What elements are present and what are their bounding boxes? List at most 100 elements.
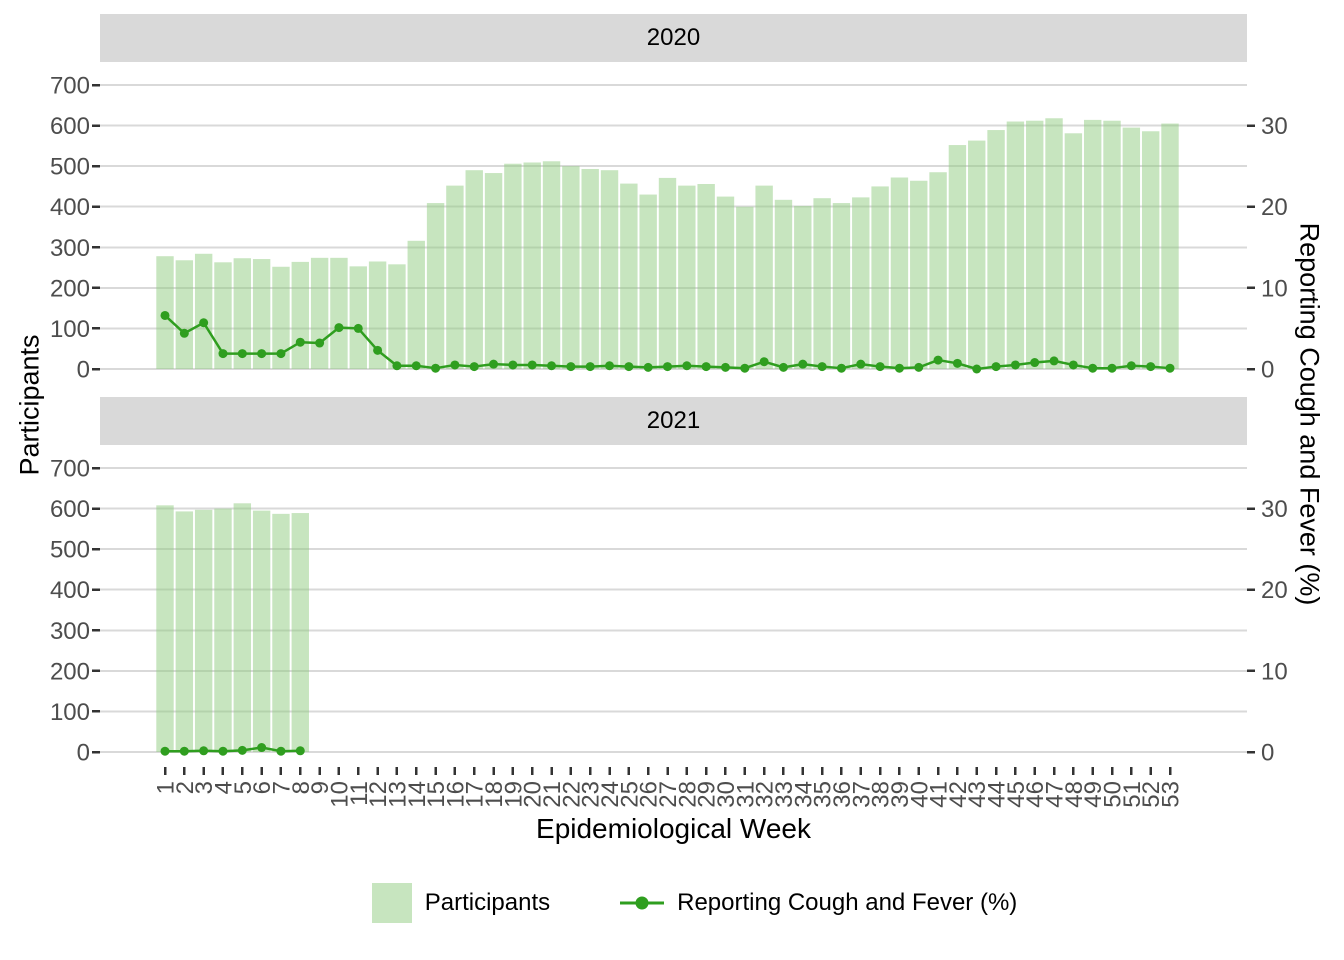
- participants-bar: [774, 199, 793, 369]
- participants-bar: [1122, 127, 1141, 370]
- y-tick-label-left: 700: [50, 73, 90, 100]
- y-tick-label-right: 20: [1261, 577, 1288, 604]
- pct-point: [1068, 360, 1078, 370]
- participants-bar: [929, 172, 947, 369]
- y-tick-label-left: 0: [77, 740, 90, 767]
- participants-bar: [368, 261, 387, 369]
- x-tick-label: 43: [964, 781, 991, 808]
- pct-point: [933, 355, 943, 365]
- participants-bar: [175, 260, 194, 369]
- pct-point: [1146, 362, 1156, 372]
- pct-point: [431, 363, 441, 373]
- legend-label-cough-fever: Reporting Cough and Fever (%): [677, 889, 1018, 916]
- x-tick-label: 22: [558, 781, 585, 808]
- x-axis-title: Epidemiological Week: [536, 813, 811, 844]
- participants-bar: [214, 508, 232, 752]
- pct-point: [914, 362, 924, 372]
- y-tick-label-right: 30: [1261, 496, 1288, 523]
- x-tick-label: 26: [636, 781, 663, 808]
- x-tick-label: 21: [539, 781, 566, 808]
- y-tick-label-right: 30: [1261, 113, 1288, 140]
- pct-point: [566, 362, 576, 372]
- x-tick-label: 9: [307, 781, 334, 794]
- y-tick-label-left: 100: [50, 699, 90, 726]
- participants-bar: [1083, 119, 1102, 369]
- x-tick-label: 3: [191, 781, 218, 794]
- pct-point: [856, 359, 866, 369]
- participants-bar: [252, 510, 271, 752]
- pct-point: [972, 364, 982, 374]
- pct-point: [160, 310, 170, 320]
- x-tick-label: 38: [868, 781, 895, 808]
- x-tick-label: 34: [790, 781, 817, 808]
- participants-bar: [291, 513, 309, 752]
- participants-bar: [349, 266, 367, 369]
- pct-point: [875, 362, 885, 372]
- x-tick-label: 40: [906, 781, 933, 808]
- participants-bar: [562, 166, 580, 369]
- pct-point: [411, 361, 421, 371]
- pct-point: [1165, 363, 1175, 373]
- participants-bar: [310, 257, 329, 369]
- participants-bar: [194, 253, 213, 369]
- x-tick-label: 14: [404, 781, 431, 808]
- pct-point: [720, 362, 730, 372]
- x-tick-label: 25: [616, 781, 643, 808]
- y-tick-label-left: 0: [77, 357, 90, 384]
- y-tick-label-left: 500: [50, 154, 90, 181]
- pct-point: [199, 318, 209, 328]
- x-tick-label: 37: [848, 781, 875, 808]
- pct-point: [218, 746, 228, 756]
- x-tick-label: 48: [1061, 781, 1088, 808]
- x-tick-label: 52: [1138, 781, 1165, 808]
- participants-bar: [890, 177, 909, 369]
- participants-bar: [871, 186, 889, 369]
- participants-bar: [658, 177, 677, 369]
- pct-point: [1010, 360, 1020, 370]
- x-tick-label: 23: [578, 781, 605, 808]
- y-tick-label-left: 200: [50, 658, 90, 685]
- y-tick-label-left: 200: [50, 275, 90, 302]
- pct-point: [237, 349, 247, 359]
- participants-bar: [252, 259, 271, 369]
- pct-point: [894, 363, 904, 373]
- legend-item-cough-fever: Reporting Cough and Fever (%): [620, 883, 1017, 923]
- pct-point: [257, 743, 267, 753]
- x-tick-label: 50: [1100, 781, 1127, 808]
- y-tick-label-right: 10: [1261, 275, 1288, 302]
- x-tick-label: 44: [984, 781, 1011, 808]
- x-tick-label: 11: [346, 781, 373, 806]
- y-tick-label-left: 400: [50, 194, 90, 221]
- x-tick-label: 27: [655, 781, 682, 808]
- pct-point: [952, 358, 962, 368]
- participants-bar: [987, 130, 1005, 369]
- pct-point: [643, 362, 653, 372]
- x-tick-label: 12: [365, 781, 392, 808]
- x-tick-label: 4: [210, 781, 237, 794]
- pct-point: [817, 362, 827, 372]
- participants-bar: [504, 163, 522, 369]
- participants-bar: [697, 184, 715, 369]
- participants-bar: [600, 170, 619, 369]
- participants-bar: [736, 206, 754, 369]
- participants-bar: [1045, 118, 1063, 369]
- participants-bar: [388, 264, 406, 369]
- participants-bar: [194, 509, 213, 752]
- participants-bar: [291, 261, 309, 369]
- pct-point: [605, 361, 615, 371]
- x-tick-label: 19: [500, 781, 527, 808]
- pct-point: [353, 323, 363, 333]
- x-tick-label: 20: [520, 781, 547, 808]
- pct-point: [1030, 358, 1040, 368]
- x-tick-label: 6: [249, 781, 276, 794]
- participants-bar: [233, 503, 252, 752]
- participants-bar: [620, 183, 638, 369]
- x-tick-label: 16: [442, 781, 469, 808]
- pct-point: [199, 746, 209, 756]
- participants-bar: [426, 203, 445, 369]
- pct-point: [527, 360, 537, 370]
- x-tick-label: 46: [1022, 781, 1049, 808]
- y-tick-label-left: 500: [50, 537, 90, 564]
- y-tick-label-left: 400: [50, 577, 90, 604]
